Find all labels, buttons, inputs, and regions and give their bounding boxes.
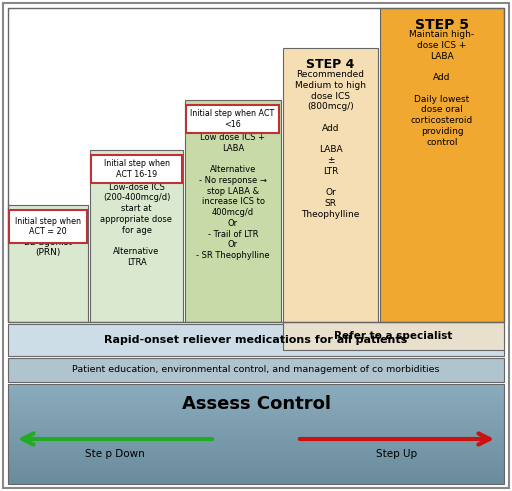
Text: Rapid-onset reliever medications for all patients: Rapid-onset reliever medications for all… [104,335,408,345]
Bar [185,100,281,322]
Bar [186,105,279,133]
Text: Maintain high-
dose ICS +
LABA

Add

Daily lowest
dose oral
corticosteroid
provi: Maintain high- dose ICS + LABA Add Daily… [410,30,475,146]
Text: Step Up: Step Up [376,449,418,459]
Text: STEP 4: STEP 4 [306,58,355,71]
Text: Initial step when
ACT 16-19: Initial step when ACT 16-19 [103,159,169,179]
Bar [9,210,87,243]
Text: Recommended
Low dose ICS +
LABA

Alternative
- No response →
stop LABA &
increas: Recommended Low dose ICS + LABA Alternat… [196,122,270,260]
Text: Recommended
Low-dose ICS
(200-400mcg/d)
start at
appropriate dose
for age

Alter: Recommended Low-dose ICS (200-400mcg/d) … [100,172,173,267]
Bar [283,48,378,322]
Bar [8,358,504,382]
Bar [91,155,182,183]
Text: Initial step when ACT
<16: Initial step when ACT <16 [190,109,274,129]
Text: Initial step when
ACT = 20: Initial step when ACT = 20 [15,217,81,236]
Text: Rapid onset
B2 agonist
(PRN): Rapid onset B2 agonist (PRN) [21,227,75,257]
Text: Ste p Down: Ste p Down [85,449,145,459]
Bar [8,205,88,322]
Bar [8,8,504,322]
Text: Recommended
Medium to high
dose ICS
(800mcg/)

Add

LABA
±
LTR

Or
SR
Theophylli: Recommended Medium to high dose ICS (800… [295,70,366,219]
Bar [283,322,504,350]
Text: STEP 2: STEP 2 [115,160,158,170]
Bar [90,150,183,322]
Text: Patient education, environmental control, and management of co morbidities: Patient education, environmental control… [72,365,440,375]
Bar [8,324,504,356]
Text: Refer to a specialist: Refer to a specialist [334,331,453,341]
Bar [380,8,504,322]
Text: Assess Control: Assess Control [181,395,331,413]
Text: STEP 3: STEP 3 [209,110,257,123]
Text: STEP 1: STEP 1 [27,215,70,225]
Bar [8,384,504,484]
Text: STEP 5: STEP 5 [415,18,469,32]
